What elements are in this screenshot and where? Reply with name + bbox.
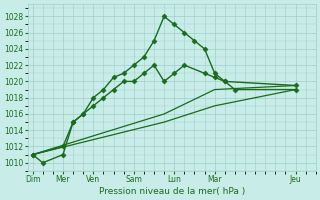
X-axis label: Pression niveau de la mer( hPa ): Pression niveau de la mer( hPa ) <box>99 187 245 196</box>
